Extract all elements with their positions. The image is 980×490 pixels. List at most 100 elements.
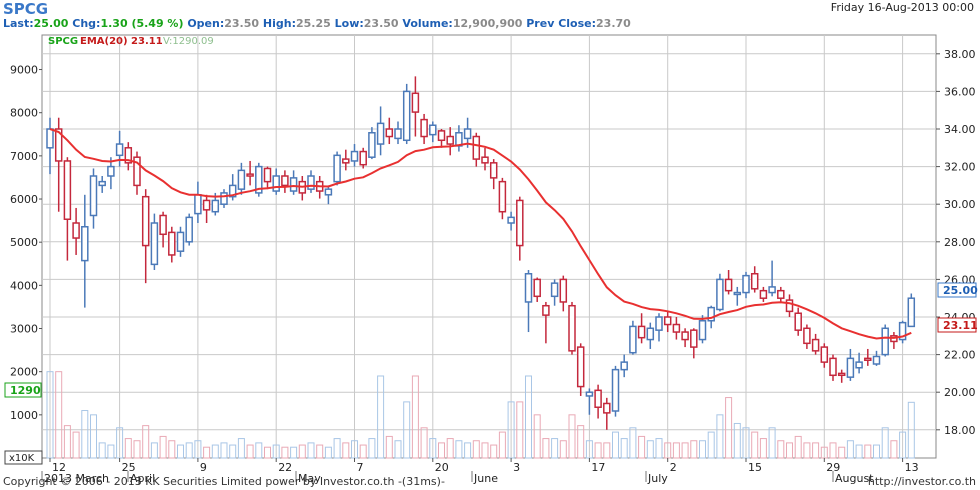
chg-label: Chg: <box>72 17 101 30</box>
candle-body <box>176 231 185 252</box>
candle-body <box>368 132 376 158</box>
volume-tick-label: 1000 <box>10 409 38 422</box>
candle-body <box>820 346 829 363</box>
volume-tag-text: 1290 <box>10 384 41 397</box>
volume-bar <box>368 438 376 459</box>
candle-body <box>698 320 707 341</box>
volume-tick-label: 3000 <box>10 323 38 336</box>
volume-bar <box>533 414 541 459</box>
candle-body <box>472 135 481 160</box>
price-tick-label: 20.00 <box>944 386 976 399</box>
candle-body <box>603 402 611 414</box>
candle-body <box>63 160 72 220</box>
candle-body <box>385 128 394 138</box>
volume-bar <box>794 435 802 459</box>
candle-body <box>159 214 167 236</box>
volume-tick-label: 6000 <box>10 193 38 206</box>
volume-bar <box>690 440 698 459</box>
volume-bar <box>307 442 315 459</box>
volume-tick-label: 5000 <box>10 236 38 249</box>
month-label: May <box>298 472 321 485</box>
month-label: August <box>835 472 874 485</box>
candle-body <box>324 188 333 196</box>
prevclose-value: 23.70 <box>596 17 631 30</box>
volume-bar <box>725 397 733 459</box>
volume-bar <box>490 444 498 459</box>
volume-bar <box>464 442 472 459</box>
date-tick-label: 7 <box>357 461 364 474</box>
price-tick-label: 28.00 <box>944 236 976 249</box>
candle-body <box>516 199 524 247</box>
candle-body <box>246 173 254 177</box>
candle-body <box>611 368 620 412</box>
volume-tick-label: 9000 <box>10 64 38 77</box>
volume-bar <box>577 425 585 459</box>
volume-bar <box>707 431 715 459</box>
candle-body <box>907 297 916 328</box>
candle-body <box>429 124 437 136</box>
candle-body <box>342 158 350 164</box>
candle-body <box>133 156 141 187</box>
candle-body <box>681 331 689 341</box>
candle-body <box>255 165 263 194</box>
candle-body <box>768 286 776 294</box>
volume-bar <box>838 446 846 459</box>
candle-body <box>72 222 80 239</box>
candle-body <box>872 355 881 365</box>
last-value: 25.00 <box>33 17 69 30</box>
candle-body <box>272 175 280 192</box>
date-tick-label: 17 <box>591 461 605 474</box>
candle-body <box>98 180 106 187</box>
volume-bar <box>150 442 158 459</box>
volume-bar <box>177 444 184 459</box>
volume-tag: 1290 <box>4 382 42 398</box>
volume-bar <box>246 444 254 459</box>
candle-body <box>690 329 698 348</box>
volume-bar <box>603 442 611 459</box>
volume-bar <box>855 444 863 459</box>
source-link[interactable]: http://investor.co.th <box>867 475 976 488</box>
volume-bar <box>446 438 454 459</box>
volume-bar <box>733 422 741 459</box>
candle-body <box>359 150 367 166</box>
candle-body <box>81 226 89 262</box>
candle-body <box>168 231 176 256</box>
candle-body <box>194 194 202 215</box>
candle-body <box>263 167 272 183</box>
candle-body <box>637 325 646 339</box>
candle-body <box>559 278 568 303</box>
candle-body <box>629 325 637 354</box>
chart-datetime: Friday 16-Aug-2013 00:00 <box>830 1 974 14</box>
candle-body <box>437 130 446 142</box>
volume-bar <box>751 431 759 459</box>
volume-bar <box>168 440 176 459</box>
volume-bar <box>559 440 567 459</box>
volume-bar <box>890 440 898 459</box>
volume-bar <box>281 446 289 459</box>
candle-body <box>803 327 811 345</box>
high-value: 25.25 <box>295 17 331 30</box>
candle-body <box>481 156 489 164</box>
date-axis: 12 25 9 22 7 20 3 17 2 15 29 13 2013 March April May Ju… <box>41 458 919 485</box>
volume-bar <box>759 438 767 459</box>
volume-bar <box>411 375 419 459</box>
volume-bar <box>472 440 480 459</box>
candle-body <box>115 143 124 157</box>
low-label: Low: <box>334 17 364 30</box>
volume-bar <box>864 444 872 459</box>
volume-bar <box>672 442 680 459</box>
candle-body <box>107 165 115 177</box>
chg-value: 1.30 (5.49 %) <box>100 17 184 30</box>
volume-bar <box>612 431 619 459</box>
volume-bar <box>377 375 385 459</box>
date-tick-label: 12 <box>52 461 66 474</box>
volume-bar <box>359 444 367 459</box>
candle-body <box>733 291 742 296</box>
volume-bar <box>455 440 463 459</box>
candle-body <box>742 274 750 294</box>
volume-bar <box>298 444 306 459</box>
candle-body <box>350 150 359 162</box>
volume-bar <box>316 444 324 459</box>
